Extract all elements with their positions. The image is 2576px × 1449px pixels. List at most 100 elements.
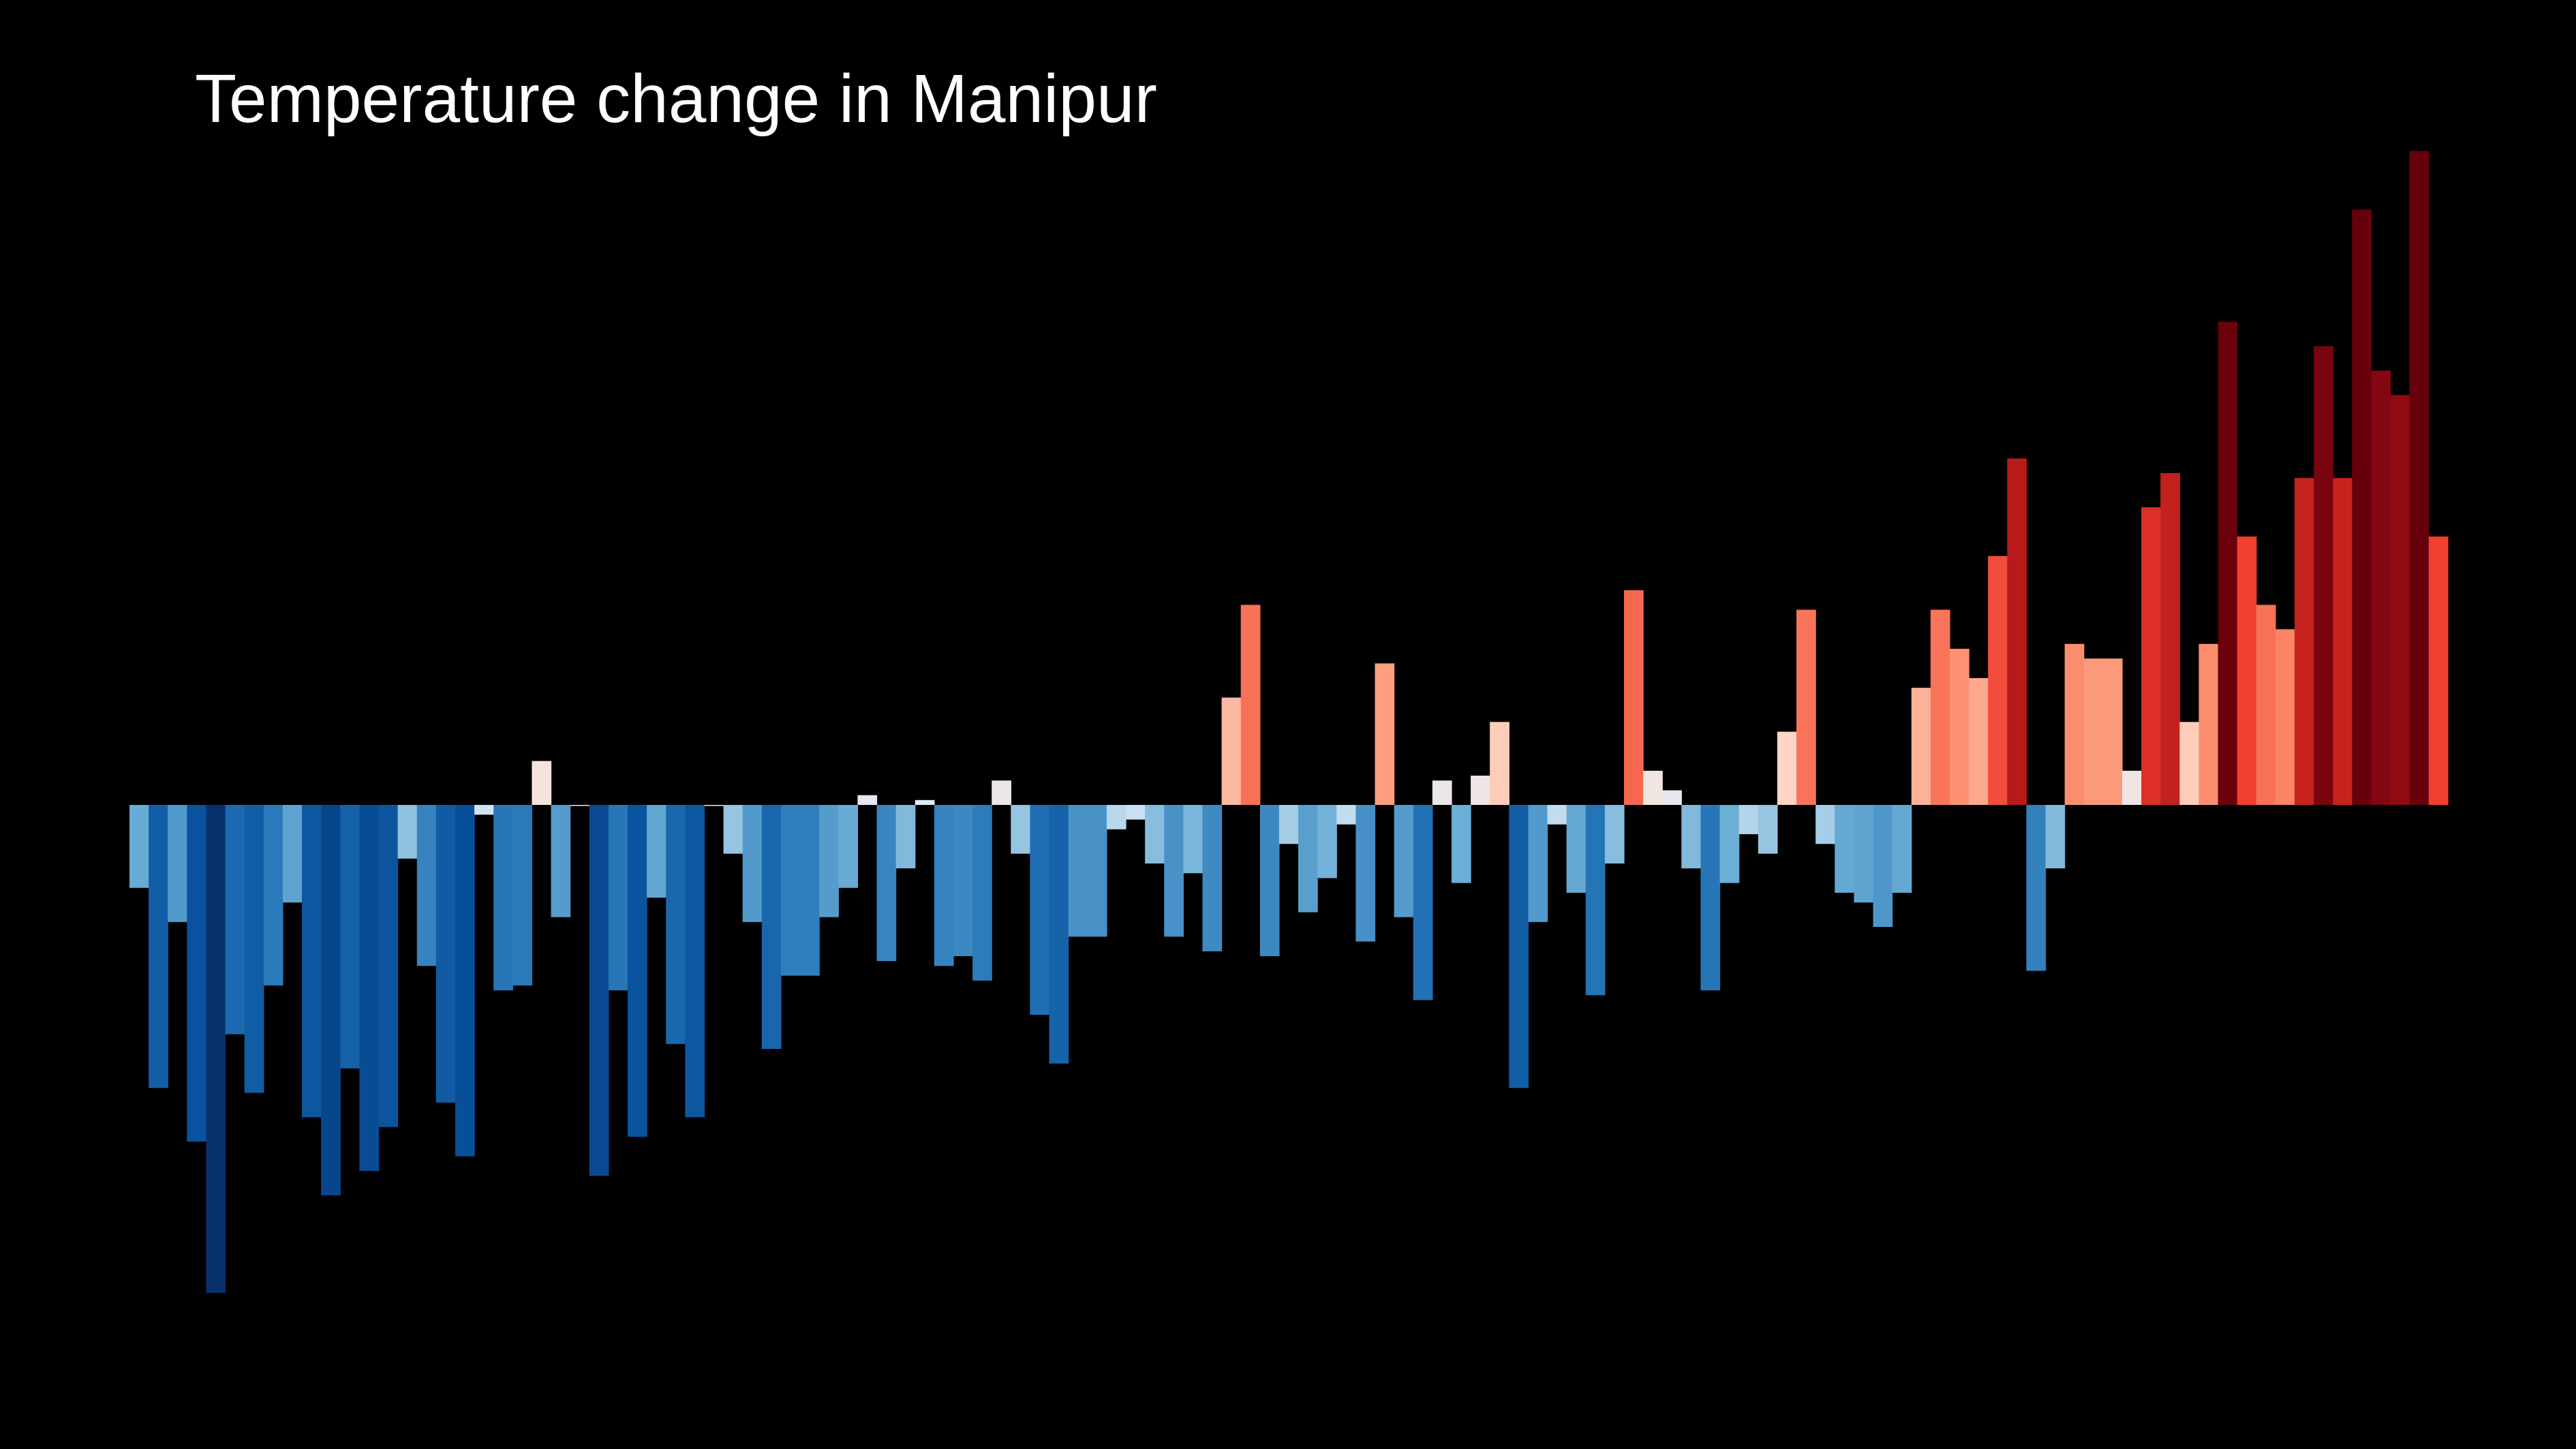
bar-51 (1106, 805, 1126, 829)
bar-118 (2390, 395, 2410, 805)
chart-title: Temperature change in Manipur (195, 61, 1157, 137)
bar-50 (1087, 805, 1107, 937)
bar-17 (455, 805, 475, 1157)
bar-105 (2141, 507, 2161, 805)
bar-14 (397, 805, 418, 859)
bar-62 (1317, 805, 1337, 879)
bar-110 (2237, 536, 2257, 805)
bar-73 (1528, 805, 1548, 922)
bar-58 (1240, 605, 1261, 805)
bar-113 (2295, 478, 2314, 805)
bar-18 (474, 805, 494, 815)
bar-75 (1566, 805, 1586, 893)
bar-83 (1719, 805, 1740, 883)
bar-27 (647, 805, 666, 898)
bar-91 (1873, 805, 1893, 927)
bar-74 (1547, 805, 1567, 825)
bar-87 (1796, 609, 1816, 805)
bar-111 (2256, 605, 2276, 805)
bar-90 (1854, 805, 1874, 903)
bar-13 (378, 805, 399, 1127)
bar-43 (953, 805, 973, 956)
bar-115 (2333, 478, 2353, 805)
bar-52 (1126, 805, 1146, 820)
bar-61 (1298, 805, 1318, 913)
bar-96 (1969, 677, 1989, 805)
bar-49 (1068, 805, 1088, 937)
bar-78 (1624, 590, 1644, 805)
bar-47 (1030, 805, 1050, 1015)
bar-114 (2314, 346, 2333, 806)
bar-0 (129, 805, 149, 888)
bar-67 (1413, 805, 1433, 1001)
bar-32 (742, 805, 763, 922)
bar-53 (1145, 805, 1165, 864)
bar-101 (2064, 643, 2085, 805)
bar-119 (2409, 151, 2429, 805)
bar-22 (551, 805, 571, 917)
bar-77 (1604, 805, 1625, 864)
bar-86 (1777, 731, 1797, 805)
bar-36 (819, 805, 839, 917)
bar-21 (532, 761, 552, 805)
bar-30 (704, 805, 724, 806)
bar-107 (2179, 722, 2200, 805)
bar-94 (1930, 609, 1950, 805)
bar-12 (359, 805, 380, 1171)
bar-38 (857, 795, 878, 805)
bar-3 (187, 805, 207, 1142)
bar-15 (416, 805, 437, 966)
bar-20 (512, 805, 533, 986)
bar-108 (2198, 643, 2219, 805)
bar-48 (1049, 805, 1069, 1064)
bar-4 (206, 805, 226, 1293)
bar-95 (1949, 648, 1969, 805)
bar-76 (1585, 805, 1606, 996)
bar-6 (244, 805, 264, 1093)
bar-80 (1662, 790, 1682, 805)
bar-35 (800, 805, 820, 976)
bar-82 (1700, 805, 1721, 991)
bar-25 (608, 805, 628, 991)
bar-2 (168, 805, 187, 922)
bar-120 (2428, 536, 2449, 805)
bar-102 (2083, 658, 2104, 805)
bar-65 (1375, 663, 1395, 805)
bar-97 (1988, 555, 2008, 805)
bar-11 (340, 805, 360, 1069)
bar-42 (934, 805, 954, 966)
bar-106 (2160, 473, 2180, 805)
bar-55 (1183, 805, 1203, 874)
bar-72 (1509, 805, 1529, 1088)
bar-66 (1394, 805, 1414, 917)
bar-103 (2102, 658, 2123, 805)
bar-5 (225, 805, 245, 1035)
bar-29 (685, 805, 705, 1118)
bar-10 (321, 805, 341, 1195)
bar-88 (1815, 805, 1835, 844)
bar-8 (282, 805, 303, 903)
bar-85 (1758, 805, 1778, 854)
bar-84 (1738, 805, 1759, 834)
bar-63 (1336, 805, 1357, 825)
bar-28 (666, 805, 686, 1044)
bar-39 (876, 805, 897, 962)
bar-1 (149, 805, 168, 1088)
bar-92 (1892, 805, 1912, 893)
bar-112 (2275, 629, 2295, 805)
bar-16 (435, 805, 456, 1103)
bar-59 (1259, 805, 1280, 956)
bar-100 (2045, 805, 2066, 869)
bar-60 (1278, 805, 1299, 844)
bar-23 (570, 805, 590, 806)
bar-37 (838, 805, 858, 888)
bar-89 (1835, 805, 1855, 893)
bar-56 (1202, 805, 1223, 951)
bar-34 (780, 805, 801, 976)
bar-99 (2026, 805, 2046, 971)
bar-79 (1643, 770, 1663, 805)
bar-98 (2007, 458, 2027, 805)
bar-31 (723, 805, 743, 854)
bar-40 (895, 805, 916, 869)
